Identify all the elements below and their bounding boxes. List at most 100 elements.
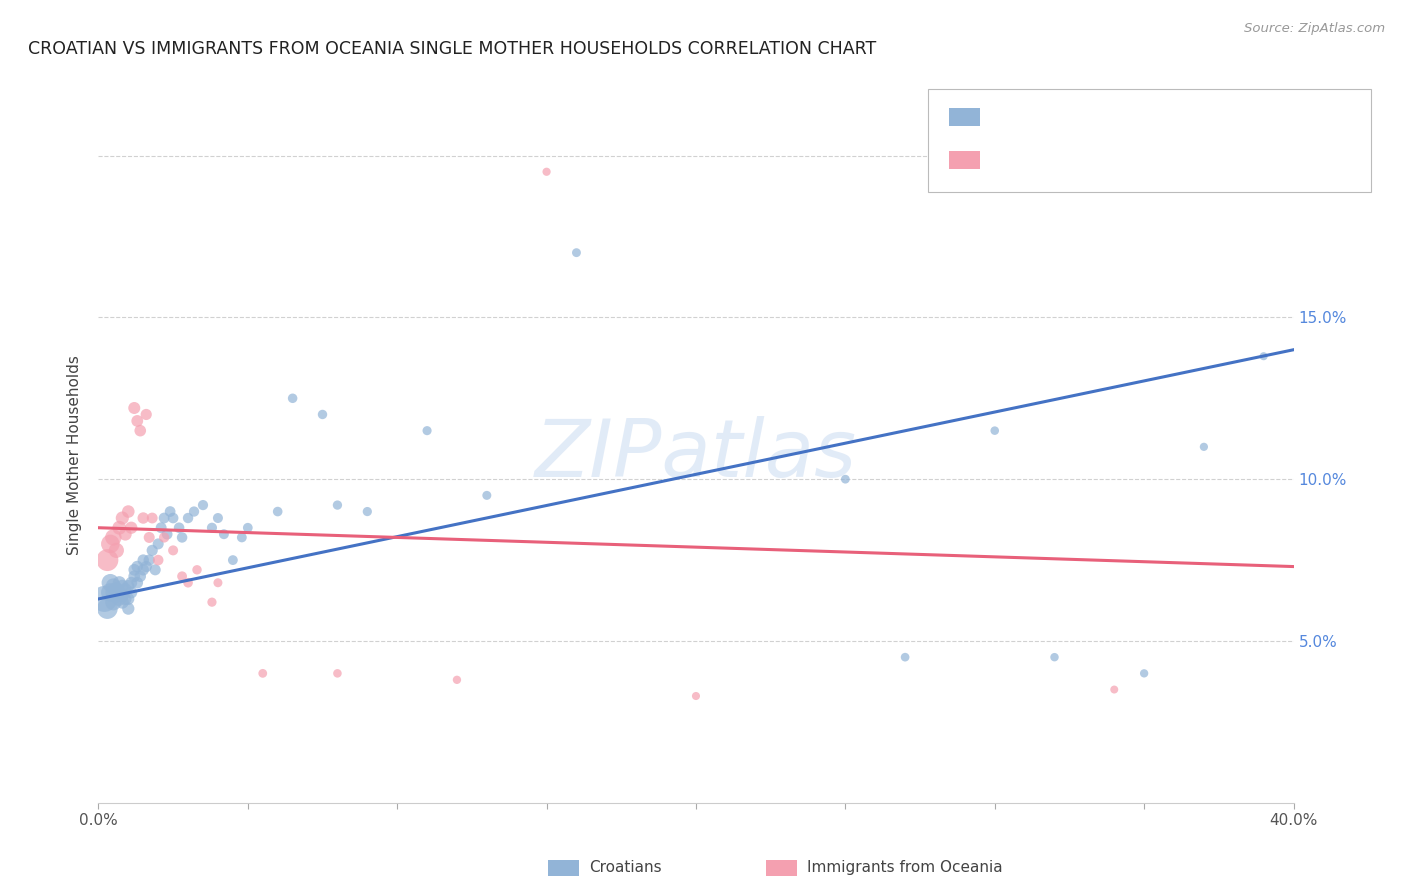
Text: 0.369: 0.369 (1021, 108, 1084, 126)
Point (212, 527, 235, 541)
Point (1192, 440, 1215, 454)
Point (117, 504, 139, 518)
Point (111, 511, 134, 525)
Point (1253, 349, 1275, 363)
Text: Immigrants from Oceania: Immigrants from Oceania (807, 860, 1002, 874)
Point (150, 521, 173, 535)
Point (103, 579, 125, 593)
Point (143, 563, 166, 577)
Point (105, 582, 128, 597)
Point (127, 559, 149, 574)
Point (183, 504, 205, 518)
Point (117, 591, 139, 606)
Point (153, 511, 176, 525)
Point (114, 527, 136, 541)
Point (984, 424, 1007, 438)
Point (111, 595, 134, 609)
Point (98, 575, 122, 590)
Point (281, 392, 304, 406)
Text: N =: N = (1085, 151, 1137, 169)
Point (132, 553, 155, 567)
Text: N =: N = (1085, 108, 1137, 126)
Point (108, 591, 131, 606)
Point (446, 673, 468, 687)
Point (141, 543, 163, 558)
Text: R =: R = (990, 108, 1029, 126)
Point (141, 511, 163, 525)
Point (222, 553, 245, 567)
Point (201, 595, 224, 609)
Text: ZIPatlas: ZIPatlas (534, 416, 858, 494)
Point (111, 579, 134, 593)
Point (117, 579, 139, 593)
Point (108, 521, 131, 535)
Text: R =: R = (990, 151, 1029, 169)
Point (565, 245, 588, 260)
Point (135, 559, 157, 574)
Point (108, 575, 131, 590)
Point (105, 543, 128, 558)
Point (96, 601, 118, 615)
Text: 65: 65 (1123, 108, 1149, 126)
Point (834, 472, 856, 486)
Point (120, 585, 142, 599)
Point (159, 504, 181, 518)
Point (132, 563, 155, 577)
Text: -0.056: -0.056 (1021, 151, 1085, 169)
Point (148, 537, 170, 551)
Point (172, 569, 194, 583)
Point (475, 488, 498, 502)
Point (207, 511, 229, 525)
Point (1043, 650, 1066, 665)
Point (114, 591, 136, 606)
Point (120, 575, 142, 590)
Point (153, 531, 176, 545)
Point (191, 498, 214, 512)
Point (186, 563, 208, 577)
Point (103, 531, 125, 545)
Point (135, 408, 157, 422)
Point (326, 498, 349, 512)
Point (124, 563, 146, 577)
Point (252, 666, 274, 681)
Point (132, 511, 155, 525)
Point (129, 569, 152, 583)
Point (207, 575, 229, 590)
Point (127, 575, 149, 590)
Point (311, 408, 333, 422)
Point (685, 689, 707, 703)
Point (114, 582, 136, 597)
Point (108, 585, 131, 599)
Point (148, 553, 170, 567)
Point (111, 589, 134, 603)
Point (162, 543, 184, 558)
Point (172, 531, 194, 545)
Text: Source: ZipAtlas.com: Source: ZipAtlas.com (1244, 22, 1385, 36)
Point (98, 585, 122, 599)
Point (98, 537, 122, 551)
Text: CROATIAN VS IMMIGRANTS FROM OCEANIA SINGLE MOTHER HOUSEHOLDS CORRELATION CHART: CROATIAN VS IMMIGRANTS FROM OCEANIA SING… (28, 40, 876, 58)
Point (536, 165, 558, 179)
Point (96, 553, 118, 567)
Point (236, 521, 259, 535)
Text: Croatians: Croatians (589, 860, 662, 874)
Point (167, 521, 190, 535)
Point (1133, 666, 1156, 681)
Y-axis label: Single Mother Households: Single Mother Households (67, 355, 83, 555)
Point (1104, 682, 1126, 697)
Point (117, 601, 139, 615)
Point (201, 521, 224, 535)
Point (894, 650, 917, 665)
Point (93, 591, 115, 606)
Point (416, 424, 439, 438)
Point (105, 589, 128, 603)
Point (162, 511, 184, 525)
Point (177, 575, 200, 590)
Point (120, 521, 142, 535)
Point (326, 666, 349, 681)
Point (103, 585, 125, 599)
Point (356, 504, 378, 518)
Point (156, 527, 179, 541)
Point (138, 531, 160, 545)
Point (177, 511, 200, 525)
